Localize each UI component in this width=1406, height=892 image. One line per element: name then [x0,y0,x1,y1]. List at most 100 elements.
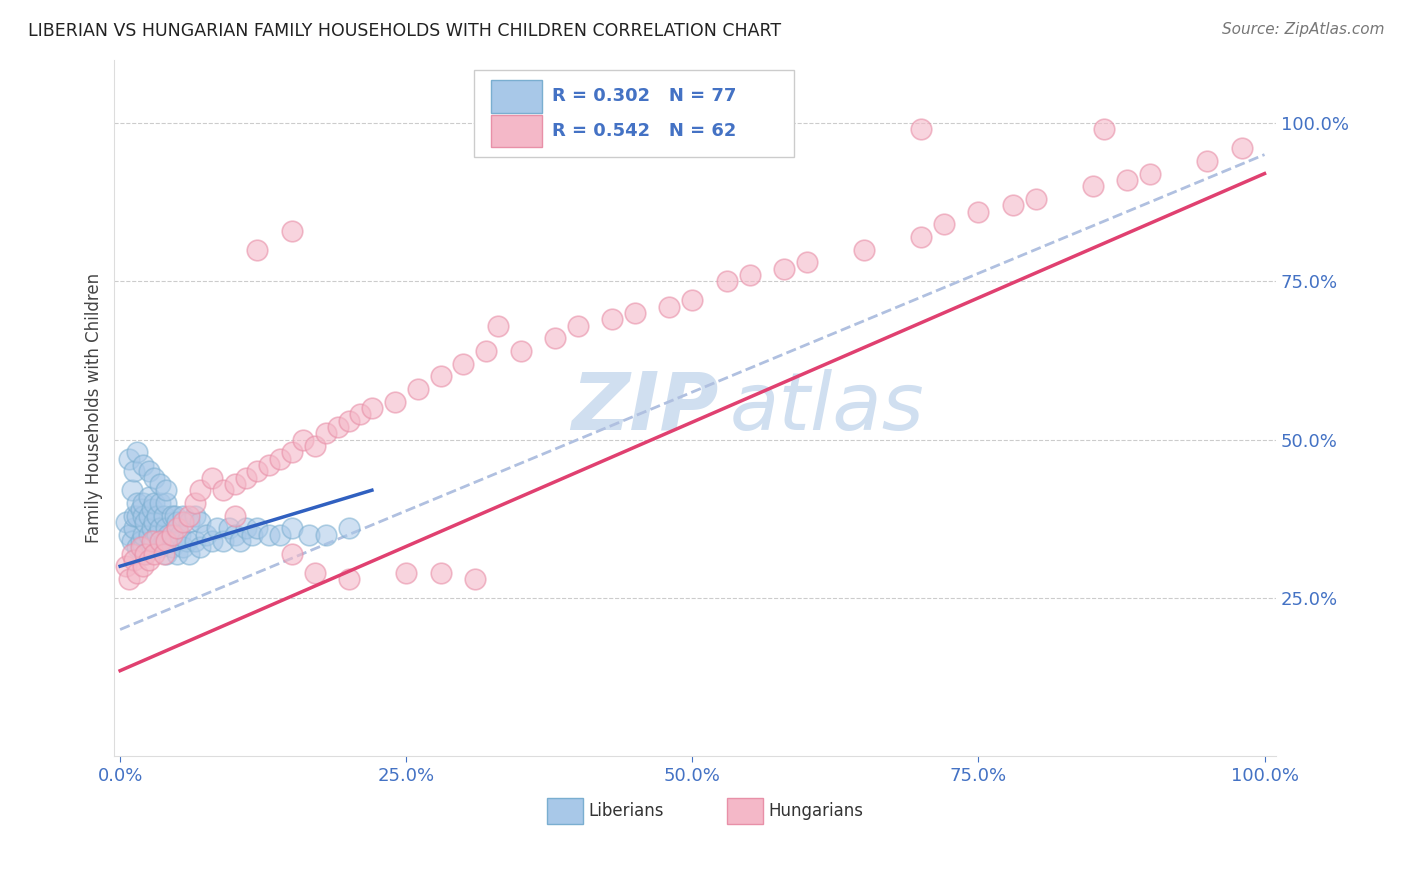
FancyBboxPatch shape [491,115,541,147]
Point [932,217,955,231]
Point [121,533,143,548]
Text: R = 0.302   N = 77: R = 0.302 N = 77 [553,87,737,105]
Point [738,268,761,282]
Point [176,533,198,548]
Point [166,515,188,529]
Point [122,553,145,567]
Point [177,515,200,529]
Point [384,394,406,409]
Point [183,533,205,548]
Point [152,547,174,561]
Point [1139,167,1161,181]
Point [207,521,229,535]
Point [141,540,163,554]
Point [122,521,145,535]
Point [129,540,152,554]
Point [188,540,211,554]
Point [143,533,166,548]
Point [127,496,149,510]
Point [166,547,188,561]
Point [138,508,160,523]
Point [127,508,149,523]
Point [246,521,269,535]
Point [118,572,141,586]
Text: Liberians: Liberians [588,802,664,820]
Point [134,547,156,561]
Point [141,533,163,548]
Point [132,559,155,574]
Point [165,508,187,523]
Point [149,496,172,510]
Point [1081,179,1104,194]
Point [429,369,451,384]
Point [212,533,235,548]
FancyBboxPatch shape [491,80,541,112]
Point [115,559,138,574]
Point [132,540,155,554]
Point [183,496,205,510]
Point [395,566,418,580]
Point [152,533,174,548]
Point [132,508,155,523]
Point [349,407,371,421]
Point [165,533,187,548]
Point [166,521,188,535]
Point [544,331,567,345]
Point [155,483,177,498]
Point [229,533,252,548]
Text: Hungarians: Hungarians [768,802,863,820]
Point [149,540,172,554]
Point [257,458,280,472]
Point [127,445,149,459]
Point [129,502,152,516]
Point [143,470,166,484]
Point [298,527,321,541]
Point [134,547,156,561]
Point [326,420,349,434]
Point [134,515,156,529]
Point [218,521,240,535]
FancyBboxPatch shape [547,798,582,824]
Text: LIBERIAN VS HUNGARIAN FAMILY HOUSEHOLDS WITH CHILDREN CORRELATION CHART: LIBERIAN VS HUNGARIAN FAMILY HOUSEHOLDS … [28,22,782,40]
Point [796,255,818,269]
Point [315,426,337,441]
Point [132,496,155,510]
Point [681,293,703,308]
Point [160,540,183,554]
Point [145,508,167,523]
Point [160,527,183,541]
Point [172,508,194,523]
Point [429,566,451,580]
Text: R = 0.542   N = 62: R = 0.542 N = 62 [553,121,737,140]
Point [658,300,681,314]
Point [201,533,224,548]
Point [143,547,166,561]
Point [143,496,166,510]
Point [567,318,589,333]
Point [910,230,932,244]
Point [188,515,211,529]
Point [149,533,172,548]
Point [149,521,172,535]
Point [292,433,315,447]
Text: atlas: atlas [730,369,925,447]
Point [235,470,257,484]
Y-axis label: Family Households with Children: Family Households with Children [86,273,103,543]
Point [486,318,509,333]
Point [337,572,360,586]
Point [122,464,145,478]
Point [1025,192,1047,206]
Point [304,439,326,453]
Point [269,451,291,466]
Point [281,547,304,561]
Point [138,527,160,541]
Point [177,547,200,561]
Point [183,508,205,523]
Point [304,566,326,580]
Point [115,515,138,529]
Point [157,527,180,541]
Point [172,540,194,554]
Point [224,527,246,541]
Point [257,527,280,541]
Point [1001,198,1024,212]
